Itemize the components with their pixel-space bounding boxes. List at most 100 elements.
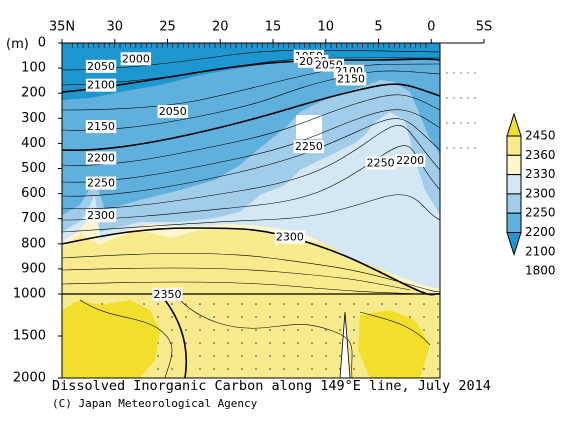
chart-title: Dissolved Inorganic Carbon along 149°E l… xyxy=(52,378,491,394)
contour-label: 2100 xyxy=(87,79,115,92)
gap-dot xyxy=(474,122,476,124)
colorbar-swatch xyxy=(506,193,522,214)
contour-label-bg xyxy=(365,156,396,170)
x-tick-label: 5 xyxy=(374,20,382,35)
missing-data-wedge xyxy=(339,311,351,378)
colorbar-label: 2330 xyxy=(525,167,556,181)
colorbar-label: 1800 xyxy=(525,264,556,278)
colorbar-label: 2450 xyxy=(525,129,556,143)
contour-label-bg xyxy=(152,287,183,301)
thick-contours xyxy=(62,58,440,378)
gap-dot xyxy=(453,72,455,74)
contour-label: 2350 xyxy=(154,288,182,301)
y-axis: 0 100 200 300 400 500 600 700 800 900 1000 1500 2000 xyxy=(13,36,62,386)
colorbar: 2450 2360 2330 2300 2250 2200 2100 1800 xyxy=(506,112,556,278)
y-tick-label: 800 xyxy=(21,236,46,251)
x-tick-label: 10 xyxy=(317,20,334,35)
gap-dot xyxy=(460,97,462,99)
contour-label-bg xyxy=(335,72,367,86)
colorbar-label: 2360 xyxy=(525,148,556,162)
contour-lines xyxy=(62,49,440,378)
gap-dots xyxy=(446,72,476,149)
y-tick-label: 600 xyxy=(21,186,46,201)
gap-dot xyxy=(446,72,448,74)
contour-label-bg xyxy=(85,151,117,165)
x-tick-label: 5S xyxy=(476,20,493,35)
x-tick-label: 0 xyxy=(427,20,435,35)
contour-label-bg xyxy=(394,153,426,167)
gap-dot xyxy=(460,147,462,149)
x-tick-label: 20 xyxy=(212,20,229,35)
contour-label-bg xyxy=(85,176,117,190)
gap-dot xyxy=(460,72,462,74)
gap-dot xyxy=(453,122,455,124)
gap-dot xyxy=(446,147,448,149)
x-tick-label: 15 xyxy=(265,20,282,35)
colorbar-swatch xyxy=(506,154,522,176)
y-axis-unit: (m) xyxy=(6,37,29,52)
gap-dot xyxy=(474,147,476,149)
gap-dot xyxy=(453,147,455,149)
colorbar-label: 2200 xyxy=(525,225,556,239)
contour-label-bg xyxy=(85,78,117,92)
contour-label: 2050 xyxy=(159,105,187,118)
gap-dot xyxy=(467,122,469,124)
colorbar-swatch xyxy=(506,135,522,156)
gap-dot xyxy=(453,97,455,99)
contour-label: 2300 xyxy=(276,231,304,244)
contour-label-bg xyxy=(85,59,117,73)
contour-label-bg xyxy=(274,230,306,244)
region-2100-2200 xyxy=(62,43,440,100)
colorbar-swatch xyxy=(506,212,522,233)
deep-yellow-patch xyxy=(62,300,160,378)
contour-label: 2250 xyxy=(295,140,323,153)
missing-data-box xyxy=(296,115,322,139)
contour-label-bg xyxy=(85,209,117,223)
colorbar-top-cap xyxy=(506,112,522,137)
region-2200-2250 xyxy=(62,43,440,215)
contour-label: 2000 xyxy=(122,52,150,65)
contour-label-bg xyxy=(293,140,325,154)
deep-yellow-patch-2 xyxy=(358,310,430,378)
x-tick-label: 30 xyxy=(106,20,123,35)
y-tick-label: 700 xyxy=(21,211,46,226)
x-axis: 35N 30 25 20 15 10 5 0 5S xyxy=(49,20,493,43)
y-tick-label: 0 xyxy=(38,36,46,51)
plot-area: 1950200020002050205021002150210020502150… xyxy=(62,43,440,378)
gap-dot xyxy=(467,97,469,99)
contour-label: 2200 xyxy=(396,154,424,167)
gap-dot xyxy=(467,72,469,74)
colorbar-swatch xyxy=(506,174,522,195)
contour-label: 2050 xyxy=(87,60,115,73)
contour-label-bg xyxy=(85,120,117,134)
gap-dot xyxy=(460,122,462,124)
gap-dot xyxy=(474,97,476,99)
y-tick-label: 900 xyxy=(21,261,46,276)
contour-label-bg xyxy=(120,52,152,66)
contour-label: 2250 xyxy=(367,156,395,169)
y-tick-label: 400 xyxy=(21,136,46,151)
contour-label: 2300 xyxy=(87,209,115,222)
gap-dot xyxy=(446,122,448,124)
y-tick-label: 2000 xyxy=(13,371,46,386)
contour-label: 2250 xyxy=(87,177,115,190)
station-ticks xyxy=(72,43,427,48)
y-tick-label: 300 xyxy=(21,111,46,126)
y-tick-label: 1500 xyxy=(13,329,46,344)
colorbar-label: 2300 xyxy=(525,186,556,200)
y-tick-label: 200 xyxy=(21,86,46,101)
chart-credit: (C) Japan Meteorological Agency xyxy=(52,397,258,410)
contour-label: 2150 xyxy=(337,72,365,85)
y-tick-label: 500 xyxy=(21,161,46,176)
gap-dot xyxy=(467,147,469,149)
x-tick-label: 25 xyxy=(159,20,176,35)
contour-label-bg xyxy=(157,105,188,119)
contour-label: 2150 xyxy=(87,120,115,133)
y-tick-label: 1000 xyxy=(13,287,46,302)
colorbar-label: 2100 xyxy=(525,244,556,258)
x-tick-label: 35N xyxy=(49,20,75,35)
gap-dot xyxy=(446,97,448,99)
contour-labels: 1950200020002050205021002150210020502150… xyxy=(85,49,426,301)
colorbar-label: 2250 xyxy=(525,206,556,220)
